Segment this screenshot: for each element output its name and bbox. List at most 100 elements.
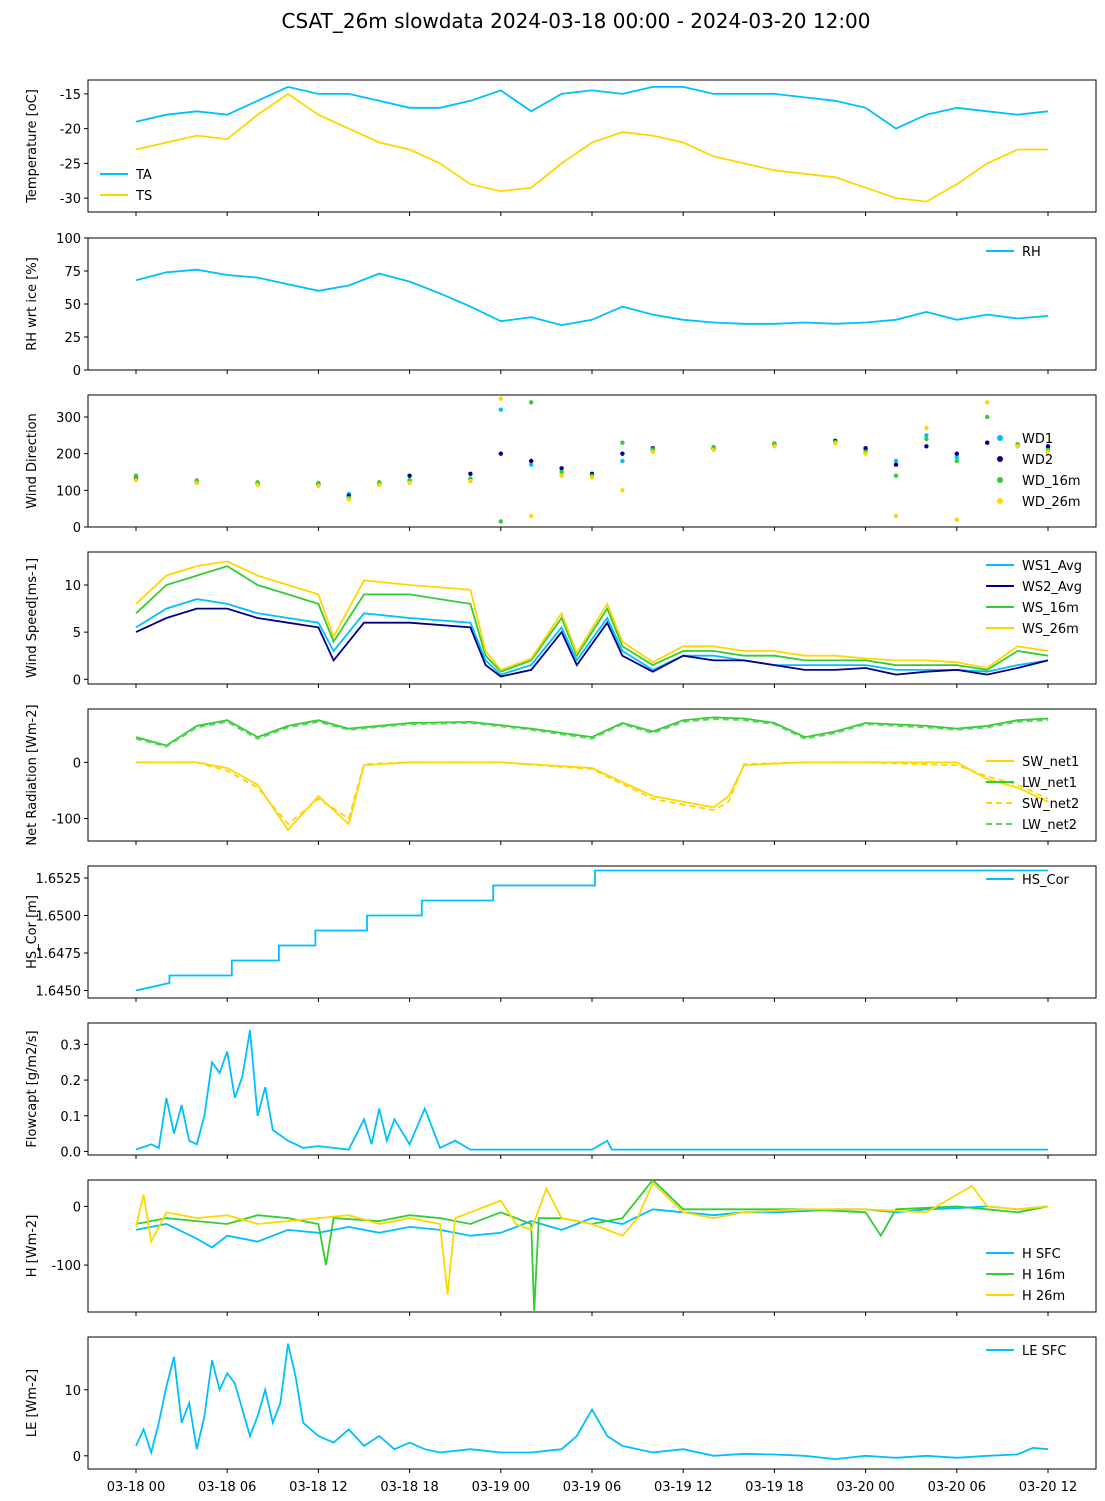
legend-label: WS_16m (1022, 601, 1079, 616)
y-tick-label: -15 (60, 88, 81, 103)
y-axis-label: Wind Direction (25, 413, 40, 509)
plot-area (135, 1029, 1048, 1151)
legend-label: WS1_Avg (1022, 559, 1082, 574)
legend-label: LE SFC (1022, 1344, 1066, 1359)
data-point (529, 458, 534, 464)
y-axis-label: H [Wm-2] (25, 1215, 40, 1278)
legend-label: WD_26m (1022, 495, 1081, 510)
y-tick-label: 100 (56, 484, 81, 499)
data-point (954, 517, 959, 522)
legend-marker (997, 477, 1003, 483)
data-point (559, 469, 564, 475)
y-tick-label: 300 (56, 411, 81, 426)
legend-marker (997, 456, 1003, 462)
data-point (954, 455, 959, 460)
series-line (135, 598, 1049, 676)
data-point (377, 482, 382, 488)
data-point (468, 471, 473, 477)
data-point (650, 449, 655, 455)
legend-label: HS_Cor (1022, 873, 1070, 888)
data-point (529, 462, 534, 467)
axes-frame (87, 1179, 1097, 1313)
axes-frame (87, 394, 1097, 528)
series-line (135, 565, 1049, 673)
x-tick-label: 03-19 12 (654, 1480, 712, 1495)
y-tick-label: 25 (64, 331, 81, 346)
axes-frame (87, 1022, 1097, 1156)
y-tick-label: 0.3 (60, 1038, 81, 1053)
data-point (529, 513, 534, 519)
data-point (620, 440, 625, 445)
series-line (135, 716, 1049, 747)
series-line (135, 718, 1049, 748)
legend-label: TA (135, 168, 152, 183)
data-point (407, 480, 412, 486)
x-tick-label: 03-18 12 (289, 1480, 347, 1495)
data-point (924, 433, 929, 438)
series-line (135, 607, 1049, 678)
data-point (893, 513, 899, 519)
panel-9: 0 10 03-18 00 03-18 06 03-18 12 03-18 18 03-19… (25, 1336, 1097, 1495)
x-tick-label: 03-19 06 (563, 1480, 621, 1495)
y-tick-label: -20 (60, 123, 81, 138)
plot-area (133, 396, 1051, 524)
x-tick-label: 03-19 18 (745, 1480, 803, 1495)
data-point (559, 473, 564, 478)
y-axis-label: Net Radiation [Wm-2] (25, 704, 40, 845)
x-tick-label: 03-20 12 (1019, 1480, 1077, 1495)
series-line (136, 761, 1049, 826)
y-tick-label: 0.0 (60, 1145, 81, 1160)
data-point (498, 451, 503, 456)
series-line (135, 1343, 1049, 1461)
legend-label: WS2_Avg (1022, 580, 1082, 595)
y-axis-label: Temperature [oC] (25, 89, 40, 204)
legend-label: TS (135, 189, 152, 204)
panel-1: -15 -20 -25 -30 Temperature [oC] TA TS (25, 79, 1097, 216)
data-point (833, 441, 838, 446)
series-line (135, 1029, 1048, 1151)
y-tick-label: 0 (73, 673, 81, 688)
legend-label: WD_16m (1022, 474, 1081, 489)
data-point (924, 436, 929, 442)
data-point (255, 482, 260, 488)
plot-area (135, 1343, 1049, 1461)
axes-frame (87, 237, 1097, 371)
y-tick-label: -100 (51, 1259, 81, 1274)
y-tick-label: 0.2 (60, 1074, 81, 1089)
series-line (135, 92, 1048, 203)
y-tick-label: 1.6475 (36, 947, 82, 962)
data-point (985, 414, 990, 420)
panel-8: 0 -100 H [Wm-2] H SFC H 16m H 26m (25, 1179, 1097, 1316)
plot-area (135, 85, 1049, 203)
y-tick-label: 10 (64, 1384, 81, 1399)
data-point (1045, 444, 1051, 449)
legend-marker (997, 435, 1003, 441)
legend-label: H 26m (1022, 1289, 1065, 1304)
data-point (1015, 444, 1020, 449)
y-tick-label: 200 (56, 448, 81, 463)
legend-label: SW_net1 (1022, 755, 1079, 770)
data-point (924, 444, 929, 449)
data-point (559, 466, 564, 471)
y-tick-label: 0.1 (60, 1110, 81, 1125)
legend-label: WD2 (1022, 453, 1053, 468)
y-axis-label: LE [Wm-2] (25, 1369, 40, 1437)
plot-area (135, 716, 1049, 832)
series-line (136, 761, 1049, 832)
data-point (468, 478, 473, 484)
data-point (529, 400, 534, 405)
series-line (135, 1181, 1049, 1295)
plot-area (135, 1180, 1049, 1312)
data-point (985, 440, 990, 445)
panel-7: 0.0 0.1 0.2 0.3 Flowcapt [g/m2/s] (25, 1022, 1097, 1160)
legend-label: WS_26m (1022, 622, 1079, 637)
chart-title: CSAT_26m slowdata 2024-03-18 00:00 - 202… (281, 9, 870, 33)
y-tick-label: -25 (60, 157, 81, 172)
data-point (316, 483, 321, 489)
data-point (711, 447, 716, 453)
data-point (893, 462, 899, 467)
plot-area (135, 268, 1049, 327)
plot-area (135, 560, 1049, 678)
y-tick-label: 0 (73, 521, 81, 536)
panel-2: 0 25 50 75 100 RH wrt ice [%] RH (25, 232, 1097, 379)
